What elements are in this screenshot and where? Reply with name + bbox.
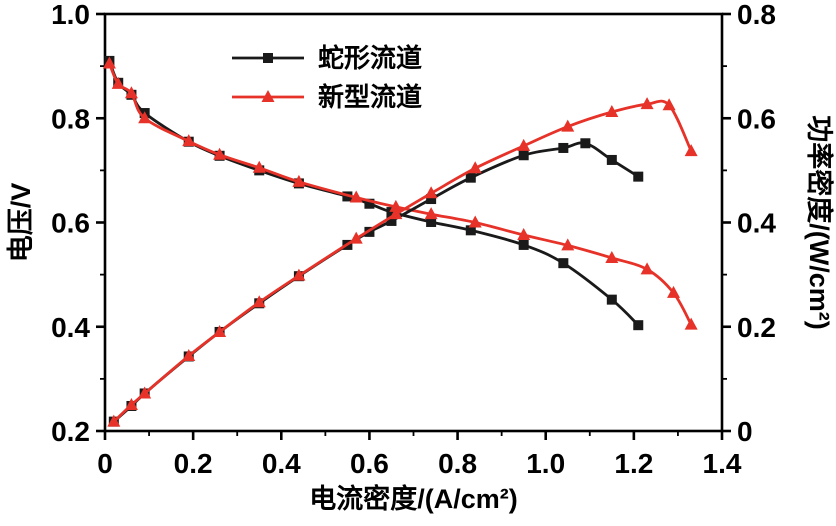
series-new-power: [107, 97, 698, 427]
y-left-tick-label: 0.8: [51, 103, 90, 134]
y-right-tick-label: 0.6: [737, 103, 776, 134]
x-axis-title: 电流密度/(A/cm²): [309, 483, 518, 514]
y-right-axis: 0 0.2 0.4 0.6 0.8 功率密度/(W/cm²): [722, 0, 835, 447]
x-tick-label: 0: [97, 448, 113, 479]
legend-label: 新型流道: [318, 82, 422, 112]
x-tick-label: 0.4: [262, 448, 301, 479]
x-tick-label: 1.2: [614, 448, 653, 479]
x-tick-label: 0.6: [350, 448, 389, 479]
y-left-tick-label: 0.2: [51, 416, 90, 447]
legend-label: 蛇形流道: [318, 43, 422, 73]
x-tick-label: 0.2: [174, 448, 213, 479]
x-axis: 0 0.2 0.4 0.6 0.8 1.0 1.2 1.4 电流密度/(A/cm²): [97, 431, 742, 514]
legend-entry-2: 新型流道: [232, 82, 422, 112]
y-left-axis: 0.2 0.4 0.6 0.8 1.0 电压/V: [6, 0, 105, 447]
plot-frame: [103, 12, 724, 433]
x-tick-label: 1.4: [703, 448, 742, 479]
y-right-tick-label: 0.8: [737, 0, 776, 30]
series-serpentine-power: [108, 138, 644, 427]
legend-entry-1: 蛇形流道: [232, 43, 422, 73]
y-right-axis-title: 功率密度/(W/cm²): [804, 115, 835, 329]
y-left-tick-label: 0.4: [51, 312, 90, 343]
y-left-axis-title: 电压/V: [6, 183, 36, 263]
y-right-tick-label: 0.2: [737, 312, 776, 343]
x-tick-label: 0.8: [438, 448, 477, 479]
x-tick-label: 1.0: [526, 448, 565, 479]
y-right-tick-label: 0: [737, 416, 753, 447]
y-right-tick-label: 0.4: [737, 208, 776, 239]
y-left-tick-label: 0.6: [51, 208, 90, 239]
y-left-tick-label: 1.0: [51, 0, 90, 30]
series-new-voltage: [102, 56, 698, 330]
